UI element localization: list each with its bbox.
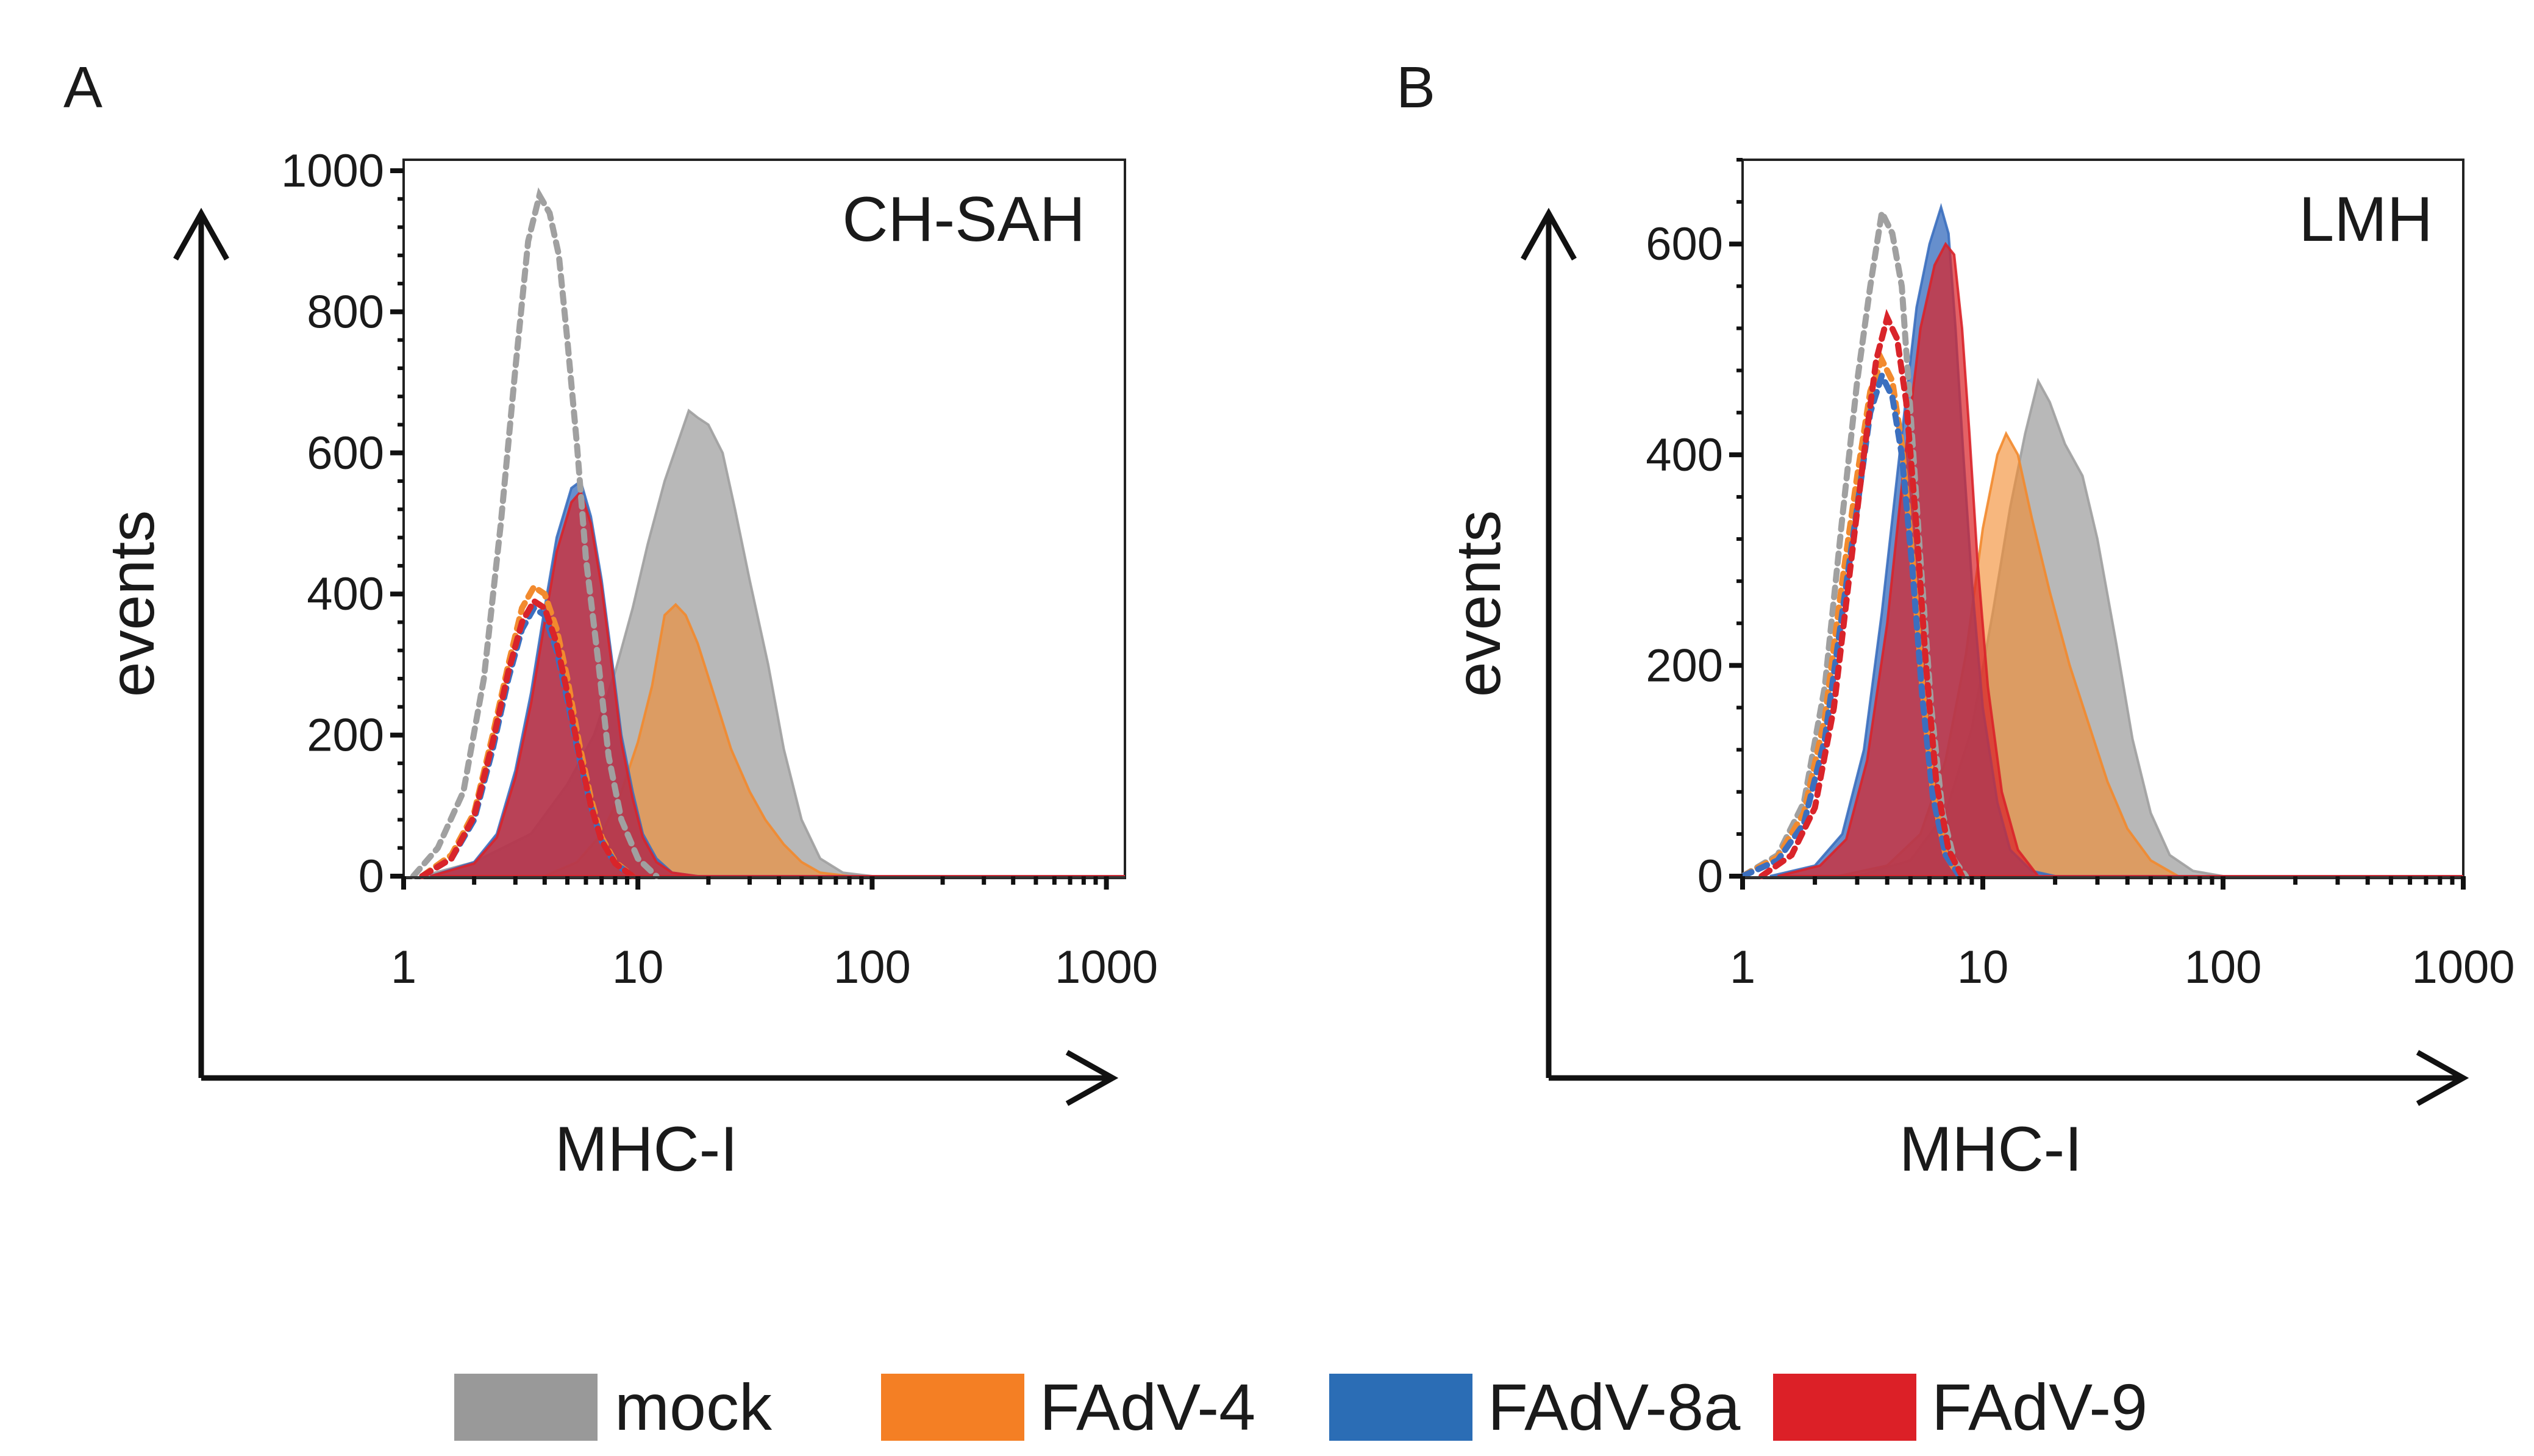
legend-label-mock: mock	[615, 1370, 773, 1444]
legend-label-fadv9: FAdV-9	[1932, 1370, 2147, 1444]
x-axis-title-a: MHC-I	[555, 1114, 738, 1185]
dashed-outline-mock-a	[410, 187, 660, 879]
x-arrowhead-a	[1065, 1050, 1119, 1106]
legend-label-fadv4: FAdV-4	[1040, 1370, 1255, 1444]
y-tick-label-a-800: 800	[307, 286, 384, 338]
y-axis-title-b: events	[1443, 510, 1514, 697]
x-axis-title-b: MHC-I	[1899, 1114, 2082, 1185]
histogram-fadv-9-a	[430, 489, 1125, 877]
x-tick-label-a-1000: 1000	[1055, 941, 1158, 993]
cell-line-label-b: LMH	[2299, 184, 2433, 255]
panel-b: B events MHC-I 0 200 400 600 1 10 100 1000 LMH	[1396, 55, 2515, 1185]
y-axis-title-a: events	[97, 510, 168, 697]
x-tick-label-a-10: 10	[612, 941, 664, 993]
y-tick-label-a-200: 200	[307, 710, 384, 762]
dashed-outline-fadv-9-a	[419, 596, 636, 879]
dashed-outline-fadv-9-b	[1758, 309, 1965, 879]
x-tick-label-a-100: 100	[833, 941, 911, 993]
legend-swatch-fadv4	[881, 1374, 1024, 1441]
legend-swatch-fadv9	[1773, 1374, 1916, 1441]
x-tick-label-b-100: 100	[2185, 941, 2262, 993]
y-arrowhead-a	[173, 207, 229, 261]
y-tick-label-b-400: 400	[1646, 429, 1723, 481]
plot-area-b	[1740, 202, 2463, 879]
panel-letter-a: A	[63, 55, 102, 120]
axis-ticks-b: 0 200 400 600 1 10 100 1000	[1646, 158, 2515, 993]
y-tick-label-a-400: 400	[307, 568, 384, 620]
y-arrowhead-b	[1521, 207, 1577, 261]
dashed-outline-fadv-8a-b	[1740, 367, 1963, 879]
y-tick-label-b-600: 600	[1646, 218, 1723, 270]
legend-label-fadv8a: FAdV-8a	[1488, 1370, 1741, 1444]
y-tick-label-b-200: 200	[1646, 640, 1723, 691]
cell-line-label-a: CH-SAH	[842, 184, 1085, 255]
x-arrowhead-b	[2416, 1050, 2469, 1106]
panel-a: A events MHC-I 0 200 400 600 800 1000 1 10 100 10…	[63, 55, 1158, 1185]
x-tick-label-b-1: 1	[1730, 941, 1755, 993]
x-tick-label-b-10: 10	[1957, 941, 2009, 993]
x-tick-label-b-1000: 1000	[2411, 941, 2514, 993]
legend-swatch-fadv8a	[1329, 1374, 1472, 1441]
x-tick-label-a-1: 1	[391, 941, 416, 993]
plot-area-a	[404, 187, 1125, 879]
y-tick-label-a-0: 0	[359, 851, 384, 902]
legend: mock FAdV-4 FAdV-8a FAdV-9	[454, 1370, 2147, 1444]
y-tick-label-a-600: 600	[307, 427, 384, 479]
histogram-fadv-9-b	[1777, 241, 2463, 877]
y-tick-label-b-0: 0	[1697, 851, 1723, 902]
legend-swatch-mock	[454, 1374, 598, 1441]
panel-letter-b: B	[1396, 55, 1435, 120]
y-tick-label-a-1000: 1000	[281, 145, 384, 197]
axis-ticks-a: 0 200 400 600 800 1000 1 10 100 1000	[281, 145, 1158, 993]
